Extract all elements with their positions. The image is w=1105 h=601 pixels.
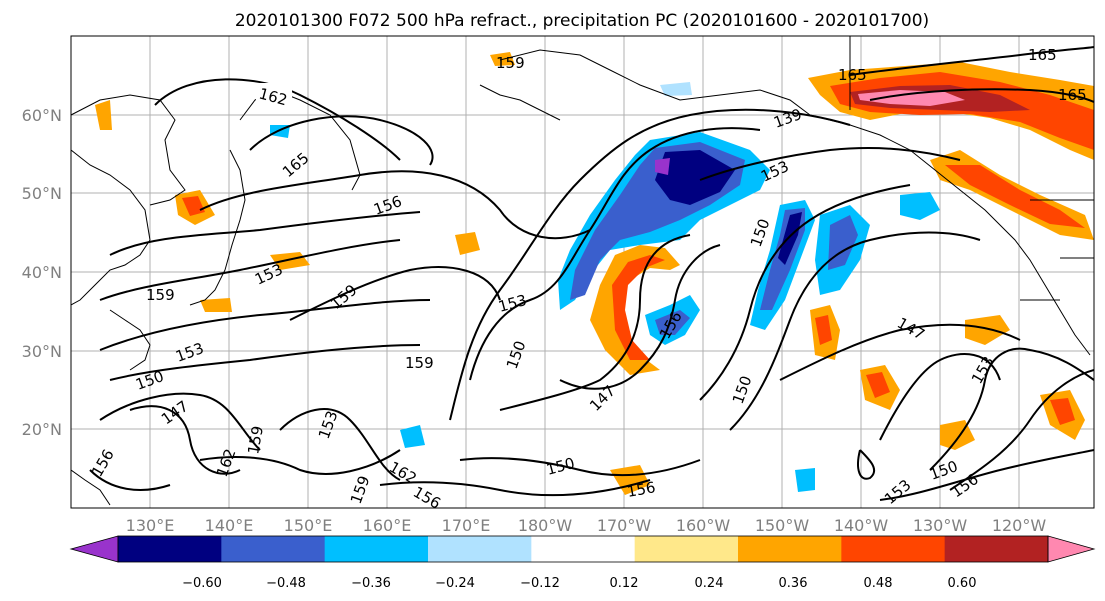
colorbar-segment: [841, 536, 946, 562]
lat-label: 60°N: [22, 106, 62, 125]
lat-label: 20°N: [22, 420, 62, 439]
contour-lines: [89, 46, 1094, 501]
colorbar-segment: [324, 536, 429, 562]
colorbar-segment: [944, 536, 1049, 562]
colorbar-frame: [117, 535, 1049, 563]
colorbar-extend-high: [1047, 535, 1096, 563]
lon-label: 170°W: [597, 516, 652, 535]
colorbar-tick-label: −0.24: [435, 576, 475, 591]
lat-label: 30°N: [22, 342, 62, 361]
map-frame: [70, 35, 1095, 509]
contour-label: 165: [1028, 46, 1057, 64]
lon-label: 140°W: [834, 516, 889, 535]
colorbar-tick-label: −0.12: [520, 576, 560, 591]
lon-label: 130°E: [126, 516, 175, 535]
colorbar-tick-label: −0.36: [351, 576, 391, 591]
latitude-labels: 60°N 50°N 40°N 30°N 20°N: [22, 106, 62, 439]
colorbar-segment: [634, 536, 739, 562]
lon-label: 160°E: [363, 516, 412, 535]
colorbar-segment: [738, 536, 842, 562]
colorbar: [69, 535, 1096, 563]
colorbar-tick-label: 0.60: [948, 576, 977, 591]
contour-label: 165: [1058, 86, 1087, 104]
lon-label: 120°W: [992, 516, 1047, 535]
colorbar-segment: [118, 536, 222, 562]
contour-label: 159: [146, 286, 175, 304]
lon-label: 130°W: [913, 516, 968, 535]
longitude-labels: 130°E 140°E 150°E 160°E 170°E 180°W 170°…: [126, 516, 1047, 535]
colorbar-segment: [428, 536, 532, 562]
lon-label: 150°E: [284, 516, 333, 535]
lat-label: 40°N: [22, 263, 62, 282]
lon-label: 150°W: [755, 516, 810, 535]
lon-label: 160°W: [676, 516, 731, 535]
contour-label: 165: [838, 66, 867, 84]
colorbar-tick-label: 0.12: [610, 576, 639, 591]
colorbar-extend-low: [69, 535, 119, 563]
colorbar-tick-labels: −0.60 −0.48 −0.36 −0.24 −0.12 0.12 0.24 …: [182, 576, 976, 591]
colorbar-tick-label: −0.48: [266, 576, 306, 591]
contour-label: 159: [244, 424, 267, 455]
colorbar-tick-label: 0.48: [864, 576, 893, 591]
contour-label: 156: [626, 478, 657, 501]
colorbar-segment: [531, 536, 636, 562]
map-title: 2020101300 F072 500 hPa refract., precip…: [235, 11, 929, 31]
contour-label: 159: [496, 54, 525, 72]
colorbar-tick-label: 0.36: [779, 576, 808, 591]
colorbar-tick-label: 0.24: [695, 576, 724, 591]
lat-label: 50°N: [22, 184, 62, 203]
lon-label: 170°E: [442, 516, 491, 535]
precipitation-shading: [95, 52, 1094, 495]
lon-label: 140°E: [205, 516, 254, 535]
lon-label: 180°W: [518, 516, 573, 535]
colorbar-segment: [221, 536, 326, 562]
colorbar-tick-label: −0.60: [182, 576, 222, 591]
contour-label: 159: [405, 354, 434, 372]
